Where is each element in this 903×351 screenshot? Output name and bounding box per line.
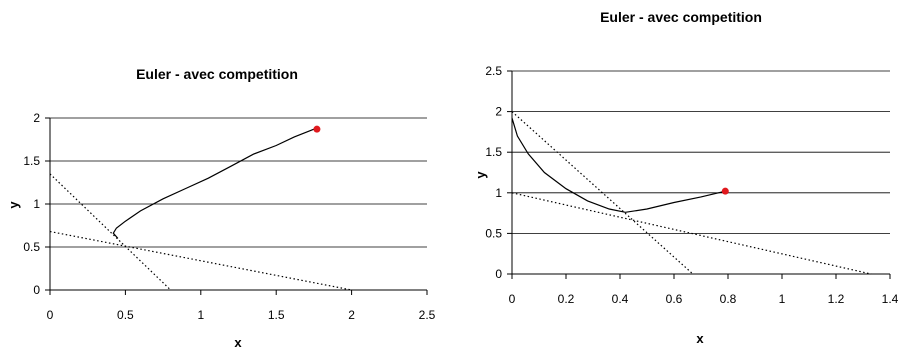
x-tick-label: 2: [348, 308, 355, 322]
y-axis-label: y: [6, 201, 21, 209]
x-tick-label: 0.4: [612, 292, 629, 306]
x-tick-label: 0.2: [558, 292, 575, 306]
y-tick-label: 1: [495, 186, 502, 200]
endpoint-marker: [721, 187, 729, 195]
x-tick-label: 0.5: [117, 308, 134, 322]
x-tick-label: 2.5: [419, 308, 436, 322]
y-axis-label: y: [473, 171, 488, 179]
nullcline-line: [49, 173, 172, 291]
x-tick-label: 1.4: [882, 292, 899, 306]
x-axis-label: x: [234, 335, 242, 350]
nullcline-line: [49, 230, 352, 291]
y-tick-label: 0: [495, 267, 502, 281]
nullcline-line: [511, 192, 872, 275]
x-tick-label: 1: [197, 308, 204, 322]
chart-title: Euler - avec competition: [600, 9, 762, 25]
y-tick-label: 2: [495, 105, 502, 119]
y-tick-label: 0.5: [23, 240, 40, 254]
y-tick-label: 2: [33, 111, 40, 125]
x-tick-label: 0.8: [720, 292, 737, 306]
x-tick-label: 1.5: [268, 308, 285, 322]
y-tick-label: 1.5: [485, 145, 502, 159]
nullcline-line: [511, 111, 694, 275]
trajectory-line: [112, 128, 315, 239]
x-tick-label: 0: [47, 308, 54, 322]
y-tick-label: 0.5: [485, 226, 502, 240]
x-tick-label: 0.6: [666, 292, 683, 306]
chart-title: Euler - avec competition: [136, 66, 298, 82]
x-axis-label: x: [696, 331, 704, 346]
endpoint-marker: [313, 125, 321, 133]
x-tick-label: 1.2: [828, 292, 845, 306]
x-tick-label: 0: [509, 292, 516, 306]
y-tick-label: 0: [33, 283, 40, 297]
chart-right: Euler - avec competition x y 0 0.5 1 1.5 2 2.…: [473, 9, 899, 346]
y-tick-label: 1: [33, 197, 40, 211]
trajectory-line: [511, 117, 726, 213]
chart-left: Euler - avec competition x y 0 0.5 1 1.5 2 0 0…: [6, 66, 436, 350]
y-tick-label: 2.5: [485, 64, 502, 78]
x-tick-label: 1: [779, 292, 786, 306]
y-tick-label: 1.5: [23, 154, 40, 168]
